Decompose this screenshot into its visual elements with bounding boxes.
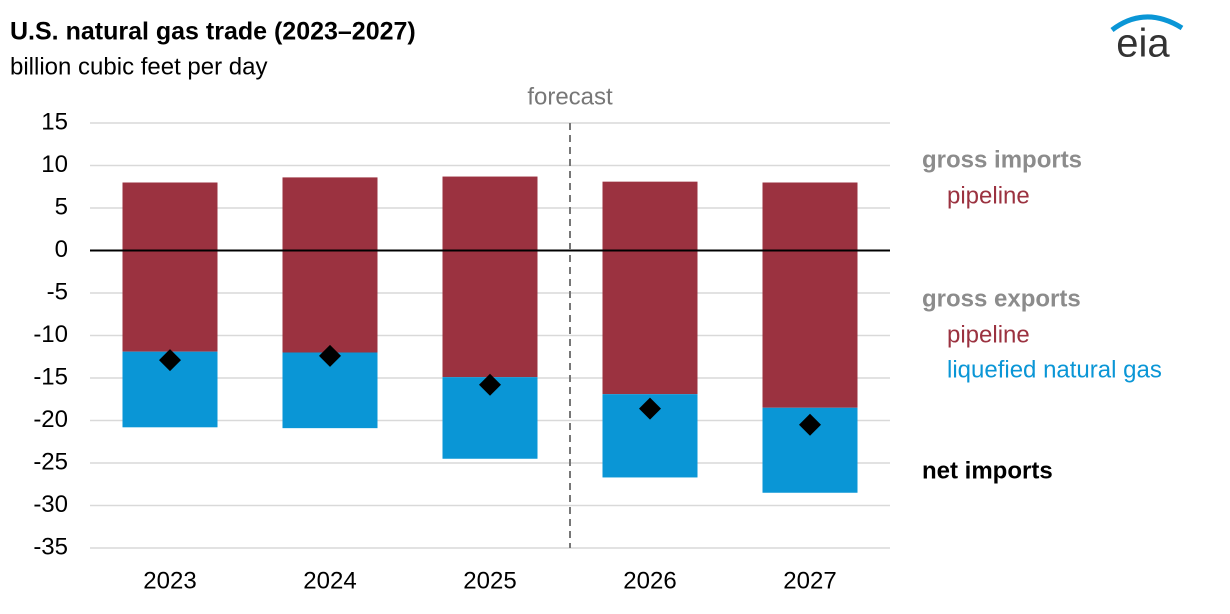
logo-arc (1110, 14, 1184, 33)
forecast-label: forecast (527, 83, 613, 110)
y-tick-label: 5 (55, 193, 68, 220)
chart-subtitle: billion cubic feet per day (10, 53, 267, 80)
y-tick-label: 0 (55, 236, 68, 263)
legend-entry: liquefied natural gas (947, 356, 1162, 383)
bar-segment (122, 182, 218, 251)
net-imports-marker (799, 413, 821, 436)
chart-title: U.S. natural gas trade (2023–2027) (10, 18, 416, 46)
x-tick-label: 2023 (143, 567, 196, 594)
x-tick-label: 2025 (463, 567, 516, 594)
y-tick-label: -30 (33, 491, 68, 518)
bar-segment (442, 176, 538, 251)
y-tick-label: -5 (47, 278, 68, 305)
bar-segment (122, 250, 218, 352)
net-imports-marker (639, 397, 661, 420)
legend-entry: pipeline (947, 182, 1030, 209)
legend-group-title: gross imports (922, 146, 1082, 173)
legend-entry: net imports (922, 457, 1053, 484)
y-tick-label: -35 (33, 533, 68, 560)
bar-segment (282, 250, 378, 353)
net-imports-marker (479, 373, 501, 396)
x-tick-label: 2027 (783, 567, 836, 594)
y-tick-label: 10 (41, 151, 68, 178)
net-imports-marker (159, 349, 181, 372)
bar-segment (602, 250, 698, 395)
x-tick-label: 2024 (303, 567, 356, 594)
bar-segment (762, 182, 858, 251)
x-tick-label: 2026 (623, 567, 676, 594)
y-tick-label: -25 (33, 448, 68, 475)
net-imports-marker (319, 344, 341, 367)
bar-segment (282, 177, 378, 251)
y-tick-label: -20 (33, 406, 68, 433)
y-tick-label: 15 (41, 108, 68, 135)
legend-group-title: gross exports (922, 285, 1081, 312)
bar-segment (602, 181, 698, 251)
legend-entry: pipeline (947, 321, 1030, 348)
y-tick-label: -15 (33, 363, 68, 390)
bar-segment (442, 250, 538, 378)
bar-segment (762, 250, 858, 408)
y-tick-label: -10 (33, 321, 68, 348)
logo: eia (1116, 22, 1170, 66)
